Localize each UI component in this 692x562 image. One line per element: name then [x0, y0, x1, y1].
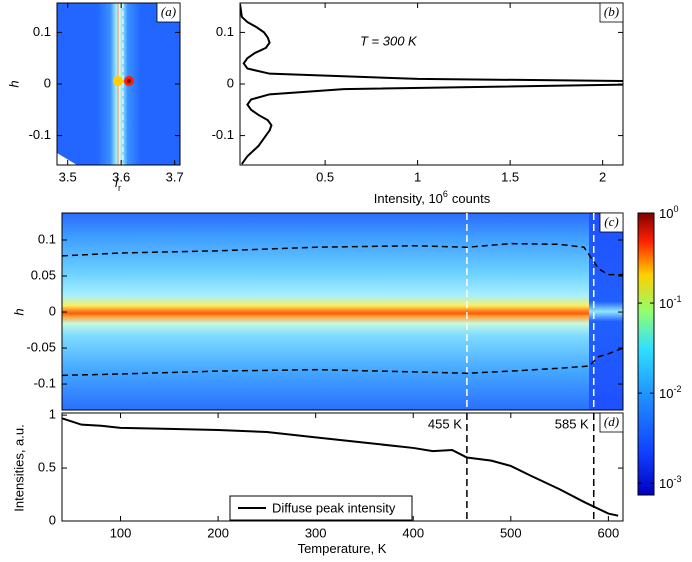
label-part: 10: [659, 206, 673, 221]
label-part: 0: [673, 204, 678, 214]
y-tick-label: 0: [49, 303, 56, 318]
x-tick-label: 600: [598, 525, 620, 540]
colorbar: [637, 212, 655, 496]
data-line: [61, 417, 619, 517]
x-tick-label: 3.7: [166, 169, 184, 184]
x-tick-label: 0.5: [316, 169, 334, 184]
y-tick-label: -0.1: [34, 376, 56, 391]
colorbar-tick-label: 100: [659, 204, 678, 221]
x-axis-label: lr: [115, 175, 121, 193]
x-tick-label: 2: [599, 169, 606, 184]
plot-frame: [61, 412, 624, 522]
heatmap-edge: [589, 213, 623, 410]
label-part: 10: [659, 387, 673, 402]
y-axis-label: Intensities, a.u.: [11, 424, 26, 511]
y-tick-label: 0: [49, 512, 56, 527]
y-tick-label: 0: [227, 75, 234, 90]
panel-label: (c): [604, 214, 618, 229]
label-part: -3: [673, 475, 681, 485]
heatmap-spot: [127, 79, 131, 83]
colorbar-tick-label: 10-3: [659, 475, 681, 492]
y-tick-label: -0.05: [26, 339, 56, 354]
plot-frame: [61, 212, 624, 411]
panel-label: (d): [604, 414, 619, 429]
y-axis-label: h: [6, 80, 21, 87]
y-tick-label: 0.1: [33, 24, 51, 39]
label-part: -2: [673, 385, 681, 395]
colorbar-tick-label: 10-1: [659, 294, 681, 311]
marker-label: 455 K: [428, 416, 462, 431]
y-tick-label: 0.5: [38, 459, 56, 474]
panel-label-box: [599, 2, 624, 23]
heatmap-corner: [57, 153, 77, 165]
x-tick-label: 3.6: [112, 169, 130, 184]
y-tick-label: 1: [49, 407, 56, 422]
label-part: 10: [659, 477, 673, 492]
label-part: l: [115, 175, 119, 190]
label-part: r: [118, 183, 121, 193]
panel-label: (a): [161, 4, 176, 19]
label-part: 6: [443, 189, 448, 199]
peak-position-line: [61, 242, 623, 276]
y-tick-label: 0.05: [31, 267, 56, 282]
label-part: Intensity, 10: [374, 191, 443, 206]
panel-label: (b): [604, 4, 619, 19]
plot-frame: [239, 2, 624, 166]
annotation: T = 300 K: [360, 33, 418, 48]
heatmap-spot: [113, 76, 123, 86]
x-tick-label: 3.5: [59, 169, 77, 184]
x-axis-label: Temperature, K: [298, 541, 387, 556]
peak-position-line: [61, 347, 624, 377]
y-axis-label: h: [11, 308, 26, 315]
legend-label: Diffuse peak intensity: [272, 500, 396, 515]
y-tick-label: 0.1: [216, 24, 234, 39]
intensity-profile: [240, 3, 623, 165]
x-tick-label: 400: [402, 525, 424, 540]
label-part: -1: [673, 294, 681, 304]
x-tick-label: 100: [110, 525, 132, 540]
panel-label-box: [156, 2, 181, 23]
colorbar-tick-label: 10-2: [659, 385, 681, 402]
y-tick-label: -0.1: [212, 127, 234, 142]
x-tick-label: 300: [305, 525, 327, 540]
marker-label: 585 K: [555, 416, 589, 431]
x-tick-label: 500: [500, 525, 522, 540]
panel-label-box: [599, 412, 624, 433]
x-tick-label: 200: [207, 525, 229, 540]
x-tick-label: 1.5: [501, 169, 519, 184]
panel-label-box: [599, 212, 624, 233]
heatmap: [62, 213, 623, 410]
x-tick-label: 1: [414, 169, 421, 184]
y-tick-label: -0.1: [29, 127, 51, 142]
label-part: counts: [452, 191, 491, 206]
label-part: 10: [659, 297, 673, 312]
y-tick-label: 0.1: [38, 231, 56, 246]
y-tick-label: 0: [44, 75, 51, 90]
x-axis-label: Intensity, 106 counts: [374, 189, 491, 206]
label-part: Temperature, K: [298, 541, 387, 556]
